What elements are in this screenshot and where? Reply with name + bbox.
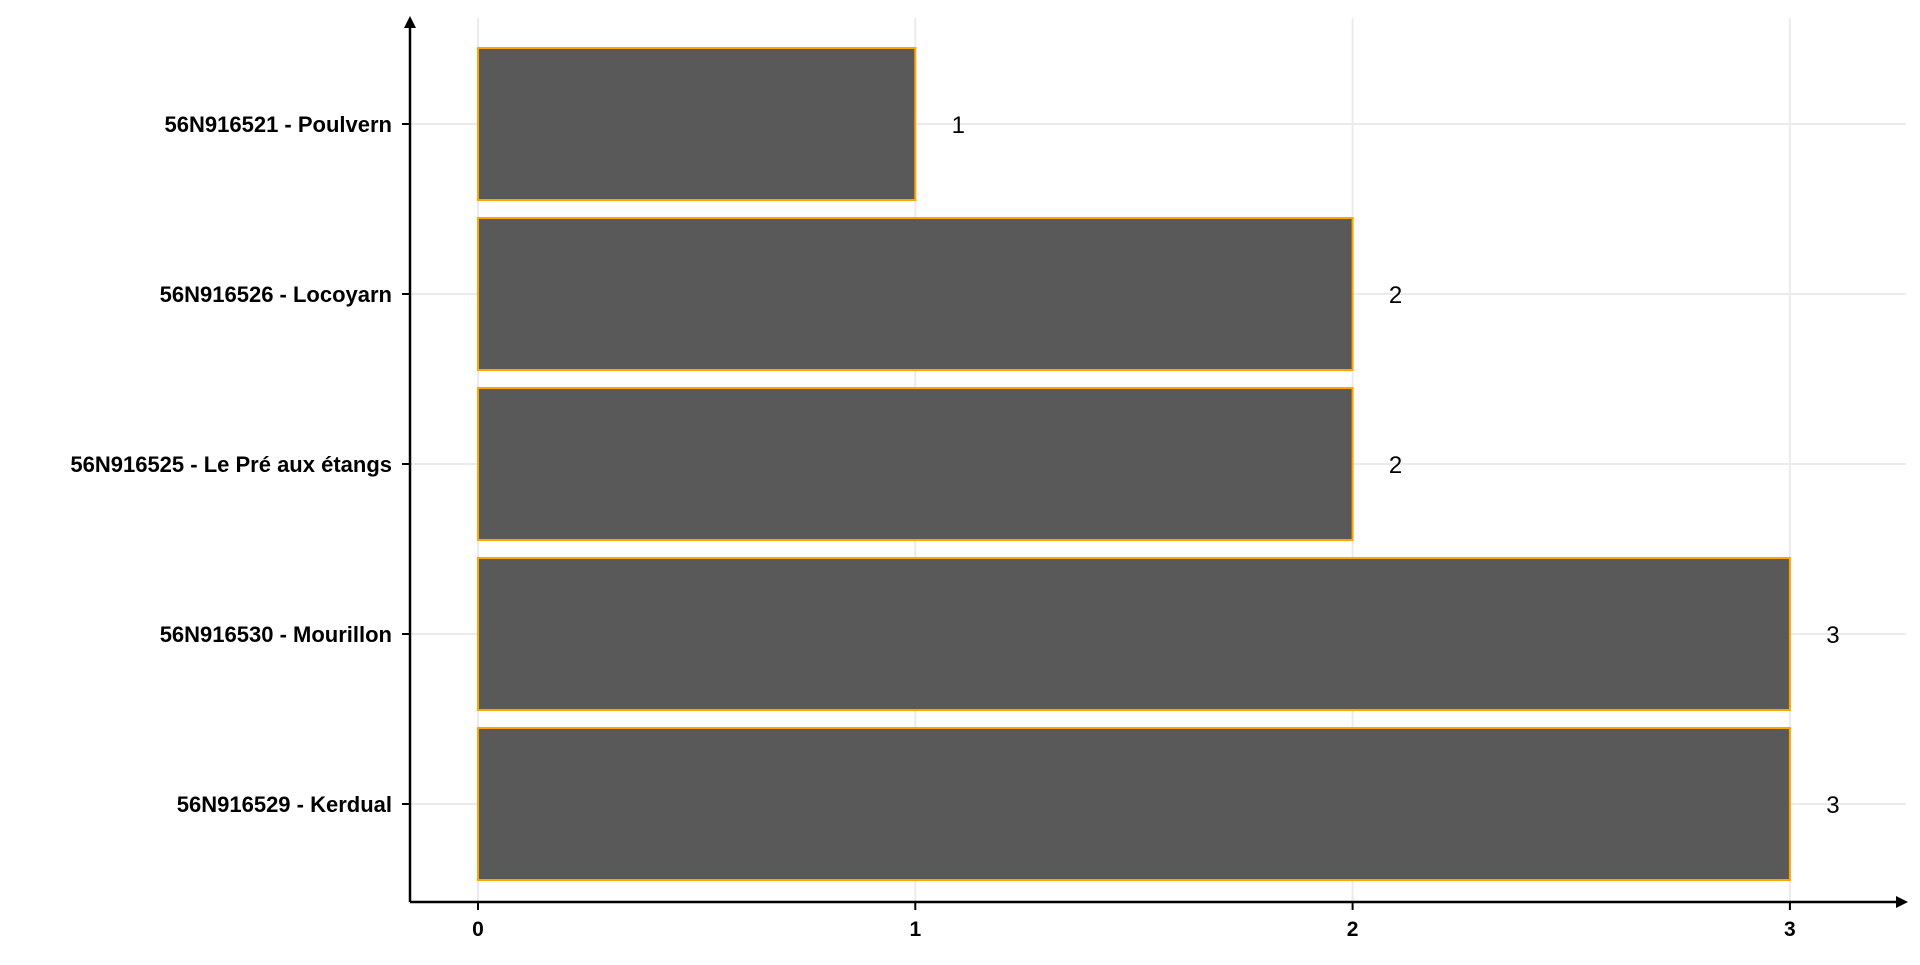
bar-layer xyxy=(477,47,1791,881)
bar xyxy=(477,217,1354,371)
y-axis-arrow xyxy=(404,16,416,28)
data-label: 3 xyxy=(1826,622,1839,649)
data-label: 3 xyxy=(1826,792,1839,819)
bar xyxy=(477,47,917,201)
bar xyxy=(477,727,1791,881)
label-layer: 1 56N916521 - Poulvern 2 56N916526 - Locoya… xyxy=(70,112,1839,941)
category-label: 56N916525 - Le Pré aux étangs xyxy=(70,452,392,477)
category-label: 56N916529 - Kerdual xyxy=(177,792,392,817)
data-label: 1 xyxy=(952,112,965,139)
axis-layer xyxy=(402,16,1908,910)
x-tick-label: 3 xyxy=(1784,918,1796,941)
data-label: 2 xyxy=(1389,452,1402,479)
category-label: 56N916521 - Poulvern xyxy=(165,112,392,137)
category-label: 56N916530 - Mourillon xyxy=(160,622,392,647)
x-tick-label: 1 xyxy=(909,918,921,941)
x-tick-label: 0 xyxy=(472,918,484,941)
bar xyxy=(477,557,1791,711)
bar xyxy=(477,387,1354,541)
x-axis-arrow xyxy=(1896,896,1908,908)
x-tick-label: 2 xyxy=(1347,918,1359,941)
data-label: 2 xyxy=(1389,282,1402,309)
category-label: 56N916526 - Locoyarn xyxy=(160,282,392,307)
